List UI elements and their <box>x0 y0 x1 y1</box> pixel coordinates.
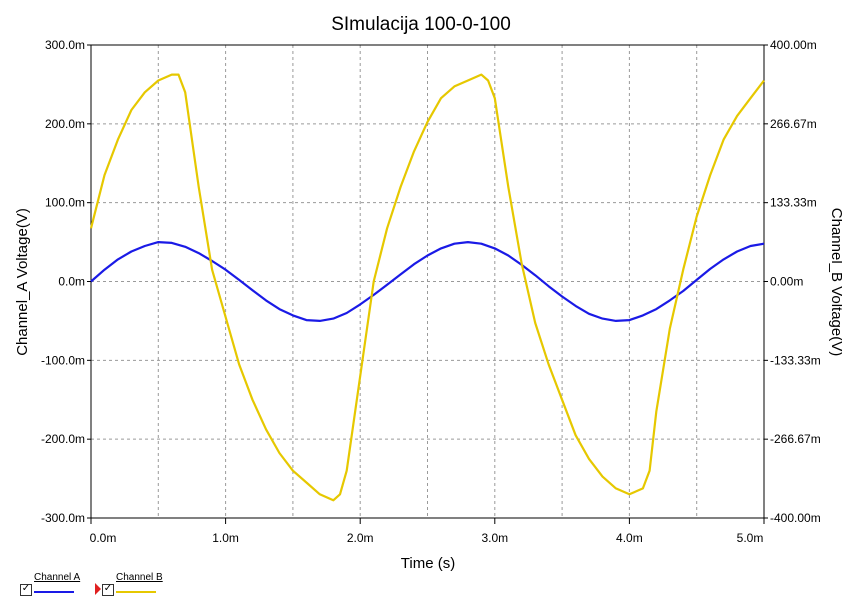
y-right-tick-label: 400.00m <box>770 38 817 52</box>
y-right-tick-label: -400.00m <box>770 511 821 525</box>
y-left-tick-label: 100.0m <box>45 196 85 210</box>
checkmark-icon: ✓ <box>103 583 113 594</box>
x-tick-label: 0.0m <box>90 531 117 545</box>
x-tick-label: 4.0m <box>616 531 643 545</box>
y-right-tick-label: 133.33m <box>770 196 817 210</box>
y-left-tick-label: -100.0m <box>41 353 85 367</box>
channel-a-checkbox[interactable]: ✓ <box>20 584 32 596</box>
legend-item-channel-a[interactable]: ✓ Channel A <box>20 568 110 598</box>
y-left-tick-label: 300.0m <box>45 38 85 52</box>
channel-a-legend-line <box>34 591 74 593</box>
x-axis-label: Time (s) <box>401 555 455 572</box>
y-axis-left-label: Channel_A Voltage(V) <box>14 208 31 356</box>
y-left-tick-label: 200.0m <box>45 117 85 131</box>
chart-title: SImulacija 100-0-100 <box>331 14 511 35</box>
y-right-tick-label: -133.33m <box>770 353 821 367</box>
y-right-tick-label: 266.67m <box>770 117 817 131</box>
channel-a-legend-label: Channel A <box>34 572 81 583</box>
channel-b-checkbox[interactable]: ✓ <box>102 584 114 596</box>
series-line-channel-a <box>90 241 765 322</box>
y-left-tick-label: -300.0m <box>41 511 85 525</box>
channel-b-legend-label: Channel B <box>116 572 163 583</box>
x-tick-label: 1.0m <box>212 531 239 545</box>
y-right-tick-label: 0.00m <box>770 275 803 289</box>
y-right-tick-label: -266.67m <box>770 432 821 446</box>
checkmark-icon: ✓ <box>21 583 31 594</box>
legend-item-channel-b[interactable]: ✓ Channel B <box>102 568 192 598</box>
y-left-tick-label: 0.0m <box>58 275 85 289</box>
marker-flag-icon <box>95 583 101 595</box>
y-left-tick-label: -200.0m <box>41 432 85 446</box>
y-axis-right-label: Channel_B Voltage(V) <box>828 208 842 356</box>
x-tick-label: 3.0m <box>481 531 508 545</box>
x-tick-label: 5.0m <box>737 531 764 545</box>
x-tick-label: 2.0m <box>347 531 374 545</box>
series-line-channel-b <box>89 73 765 502</box>
channel-b-legend-line <box>116 591 156 593</box>
